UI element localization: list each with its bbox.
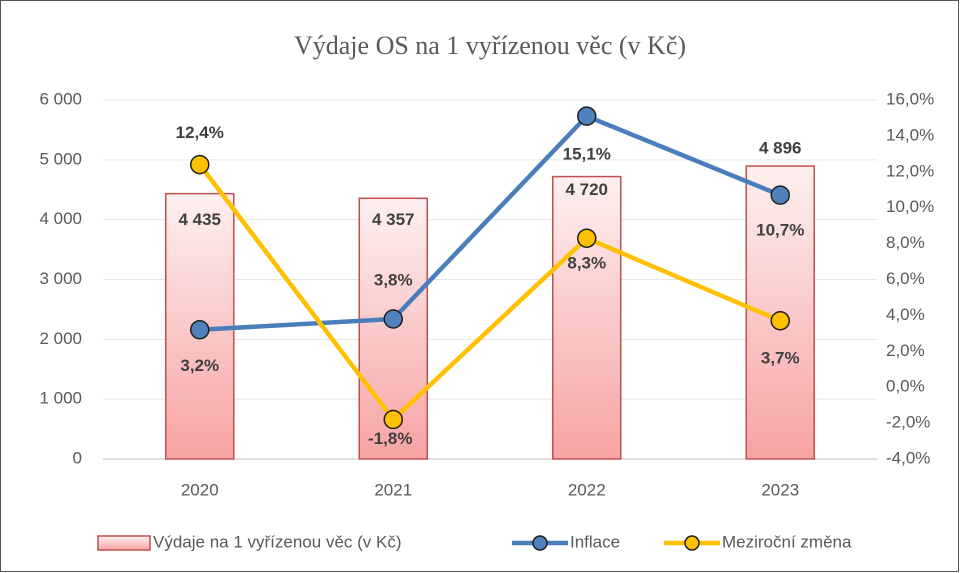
data-label: 3,8%: [374, 270, 413, 289]
data-label: 4 435: [178, 210, 221, 229]
x-tick-label: 2021: [374, 480, 412, 499]
y2-tick-label: 12,0%: [886, 161, 934, 180]
marker: [770, 311, 790, 331]
marker: [577, 228, 597, 248]
y-tick-label: 2 000: [39, 329, 82, 348]
x-tick-label: 2020: [181, 480, 219, 499]
legend-marker: [532, 535, 548, 551]
y2-tick-label: 10,0%: [886, 197, 934, 216]
marker: [770, 185, 790, 205]
legend-label: Meziroční změna: [722, 532, 852, 551]
line: [197, 163, 782, 422]
y-tick-label: 3 000: [39, 269, 82, 288]
y-tick-label: 1 000: [39, 389, 82, 408]
data-label: 10,7%: [756, 221, 804, 240]
y2-tick-label: 4,0%: [886, 305, 925, 324]
data-label: -1,8%: [368, 429, 412, 448]
bar: [552, 175, 622, 460]
y2-tick-label: 0,0%: [886, 377, 925, 396]
chart-title: Výdaje OS na 1 vyřízenou věc (v Kč): [294, 31, 686, 60]
marker: [190, 320, 210, 340]
marker: [190, 154, 210, 175]
y-tick-label: 0: [73, 448, 82, 467]
data-label: 15,1%: [563, 145, 611, 164]
data-label: 3,2%: [180, 356, 219, 375]
y2-tick-label: 2,0%: [886, 341, 925, 360]
line: [199, 113, 782, 333]
y2-tick-label: 8,0%: [886, 233, 925, 252]
x-tick-label: 2022: [568, 480, 606, 499]
legend-marker: [684, 535, 700, 551]
y2-tick-label: 16,0%: [886, 89, 934, 108]
y2-tick-label: 6,0%: [886, 269, 925, 288]
y2-tick-label: -2,0%: [886, 413, 930, 432]
y2-tick-label: -4,0%: [886, 448, 930, 467]
data-label: 12,4%: [176, 123, 224, 142]
y2-tick-label: 14,0%: [886, 125, 934, 144]
data-label: 4 896: [759, 139, 802, 158]
legend-label: Inflace: [570, 532, 620, 551]
data-label: 8,3%: [567, 254, 606, 273]
marker: [383, 309, 403, 329]
x-tick-label: 2023: [761, 480, 799, 499]
data-label: 3,7%: [761, 348, 800, 367]
legend-swatch: [97, 535, 151, 551]
y-tick-label: 6 000: [39, 89, 82, 108]
marker: [383, 409, 403, 430]
legend-label: Výdaje na 1 vyřízenou věc (v Kč): [153, 532, 402, 551]
y-tick-label: 5 000: [39, 149, 82, 168]
data-label: 4 357: [372, 210, 415, 229]
data-label: 4 720: [565, 180, 608, 199]
y-tick-label: 4 000: [39, 209, 82, 228]
marker: [577, 106, 597, 126]
